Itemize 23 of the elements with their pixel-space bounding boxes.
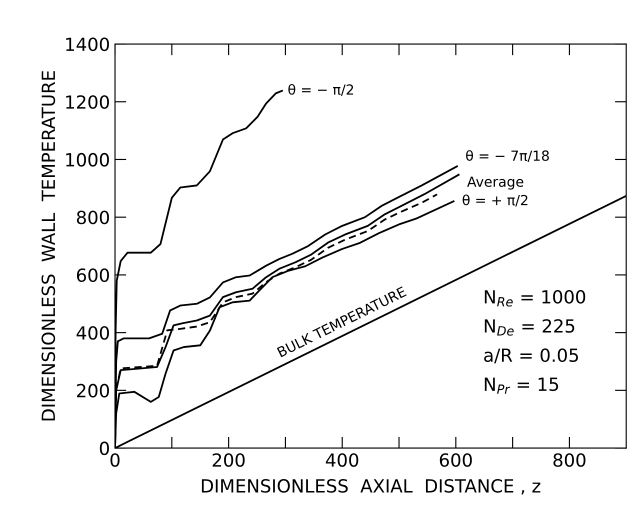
series-label: θ = − π/2 [288,84,354,96]
y-axis-title: DIMENSIONLESS WALL TEMPERATURE [41,71,56,420]
series-label: θ = − 7π/18 [466,150,549,162]
series-label: Average [467,176,524,190]
annotation: N$_{De}$ = 225 [484,319,574,336]
annotation: N$_{Pr}$ = 15 [484,378,558,394]
y-tick-label: 800 [76,210,109,224]
y-tick-label: 1000 [66,152,109,167]
annotation: N$_{Re}$ = 1000 [484,290,586,307]
y-tick-label: 1400 [66,37,109,52]
y-tick-label: 600 [76,268,109,282]
y-tick-label: 200 [77,384,109,398]
y-tick-label: 400 [76,326,109,340]
x-tick-label: 200 [212,453,245,467]
series-label: θ = + π/2 [462,194,528,206]
y-tick-label: 0 [100,442,109,456]
x-tick-label: 400 [326,453,358,467]
y-tick-label: 1200 [66,95,109,109]
annotation: a/R = 0.05 [484,348,578,364]
x-tick-label: 800 [553,453,586,467]
x-tick-label: 600 [440,453,472,467]
x-axis-title: DIMENSIONLESS AXIAL DISTANCE , z [202,479,540,495]
x-tick-label: 0 [110,453,120,467]
